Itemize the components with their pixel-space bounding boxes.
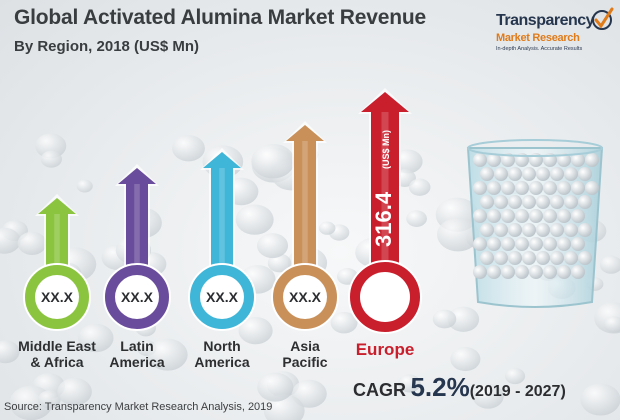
category-label: North America [172, 338, 272, 370]
bar-middle-east-africa: XX.X [23, 194, 91, 331]
value-label: XX.X [206, 289, 239, 305]
unit-label: (US$ Mn) [381, 130, 391, 169]
value-label: XX.X [41, 289, 74, 305]
category-label-line: Latin [120, 338, 154, 354]
bar-europe: 316.4 (US$ Mn) [348, 88, 422, 334]
logo-name: Transparency [496, 12, 595, 29]
category-label-line: Middle East [18, 338, 96, 354]
category-label: Middle East & Africa [7, 338, 107, 370]
category-label-line: Europe [355, 340, 415, 359]
category-label: Asia Pacific [255, 338, 355, 370]
source-note: Source: Transparency Market Research Ana… [4, 401, 273, 413]
bar-latin-america: XX.X [103, 164, 171, 331]
value-label-europe: 316.4 [371, 191, 396, 247]
glass-of-pellets-icon [466, 139, 604, 308]
value-label: XX.X [289, 289, 322, 305]
category-label-line: America [109, 354, 165, 370]
chart-subtitle: By Region, 2018 (US$ Mn) [14, 38, 200, 55]
category-label-line: & Africa [30, 354, 84, 370]
category-label: Latin America [87, 338, 187, 370]
cagr-label: CAGR [353, 380, 406, 400]
bar-asia-pacific: XX.X [271, 121, 339, 331]
category-label-line: Asia [290, 338, 320, 354]
brand-logo: Transparency Market Research In-depth An… [496, 6, 616, 66]
category-label-line: North [203, 338, 241, 354]
cagr-period: (2019 - 2027) [469, 383, 566, 400]
category-label-line: Pacific [282, 354, 328, 370]
chart-title: Global Activated Alumina Market Revenue [14, 6, 426, 29]
logo-tagline: In-depth Analysis. Accurate Results [496, 46, 583, 52]
cagr-statement: CAGR 5.2%(2019 - 2027) [353, 372, 566, 403]
value-label: XX.X [121, 289, 154, 305]
category-label-line: America [194, 354, 250, 370]
checkmark-icon [592, 7, 614, 30]
bar-north-america: XX.X [188, 148, 256, 331]
logo-sub: Market Research [496, 32, 580, 44]
category-label: Europe [335, 340, 435, 360]
cagr-value: 5.2% [410, 372, 470, 402]
